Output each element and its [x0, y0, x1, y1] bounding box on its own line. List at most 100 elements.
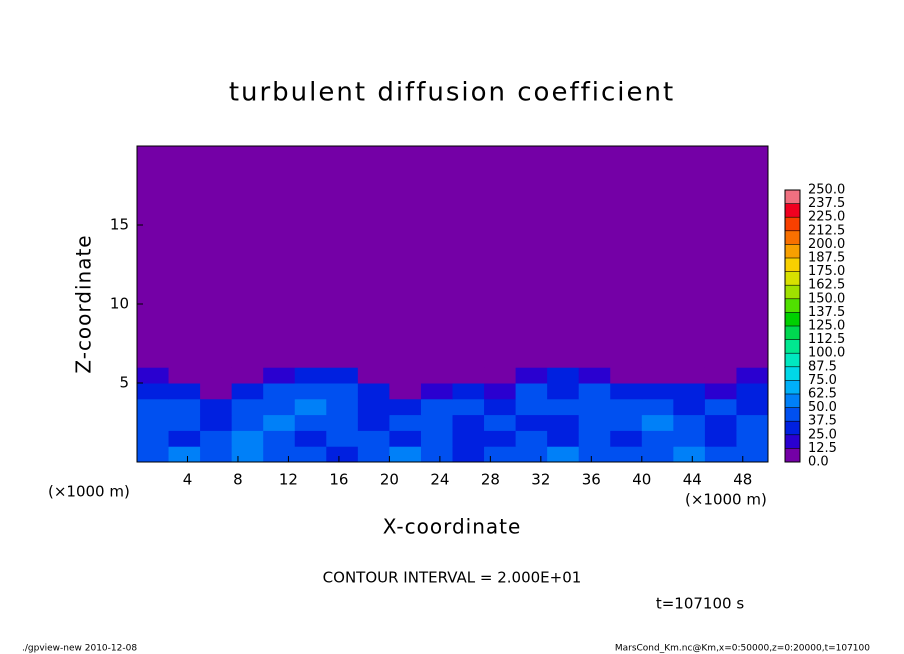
y-tick-label: 15: [110, 216, 129, 234]
colorbar-bin: [785, 190, 800, 204]
x-unit-right: (×1000 m): [685, 491, 767, 509]
cell: [389, 430, 422, 447]
cell: [704, 446, 737, 463]
cell: [168, 351, 201, 368]
cell: [200, 446, 233, 463]
cell: [515, 398, 548, 416]
cell: [200, 398, 233, 416]
cell: [641, 367, 674, 384]
cell: [704, 414, 737, 431]
cell: [168, 446, 201, 463]
cell: [704, 383, 737, 400]
cell: [420, 367, 453, 384]
x-unit: (×1000 m): [48, 483, 130, 501]
cell: [610, 414, 643, 431]
cell: [294, 351, 327, 368]
cell: [420, 383, 453, 400]
cell: [578, 351, 611, 368]
cell: [673, 430, 706, 447]
cell: [263, 414, 296, 431]
cell: [326, 146, 359, 352]
cell: [515, 367, 548, 384]
cell: [389, 367, 422, 384]
colorbar-label: 37.5: [808, 414, 837, 429]
colorbar-label: 162.5: [808, 278, 845, 293]
cell: [515, 146, 548, 352]
cell: [263, 383, 296, 400]
cell: [673, 367, 706, 384]
cell: [452, 351, 485, 368]
colorbar-label: 150.0: [808, 291, 845, 306]
chart-title: turbulent diffusion coefficient: [229, 78, 675, 108]
cell: [389, 351, 422, 368]
x-axis-label: X-coordinate: [383, 515, 522, 539]
colorbar-bin: [785, 285, 800, 299]
cell: [137, 351, 170, 368]
cell: [357, 383, 390, 400]
cell: [578, 398, 611, 416]
colorbar-bin: [785, 366, 800, 381]
cell: [326, 446, 359, 463]
cell: [231, 430, 264, 447]
x-tick-label: 24: [430, 471, 449, 489]
cell: [641, 446, 674, 463]
cell: [263, 351, 296, 368]
cell: [326, 383, 359, 400]
cell: [168, 146, 201, 352]
colorbar-bin: [785, 353, 800, 367]
cell: [294, 367, 327, 384]
cell: [420, 446, 453, 463]
cell: [263, 398, 296, 416]
cell: [610, 383, 643, 400]
cell: [736, 398, 769, 416]
cell: [610, 398, 643, 416]
cell: [263, 367, 296, 384]
cell: [515, 351, 548, 368]
cell: [263, 430, 296, 447]
cell: [452, 414, 485, 431]
cell: [294, 383, 327, 400]
cell: [389, 146, 422, 352]
cell: [673, 446, 706, 463]
cell: [641, 398, 674, 416]
cell: [420, 398, 453, 416]
colorbar-bin: [785, 326, 800, 340]
cell: [263, 146, 296, 352]
cell: [294, 430, 327, 447]
cell: [200, 146, 233, 352]
cell: [578, 446, 611, 463]
cell: [137, 430, 170, 447]
colorbar-label: 187.5: [808, 251, 845, 266]
cell: [168, 414, 201, 431]
cell: [547, 430, 580, 447]
cell: [452, 446, 485, 463]
cell: [578, 414, 611, 431]
cell: [736, 446, 769, 463]
cell: [137, 446, 170, 463]
cell: [420, 414, 453, 431]
x-tick-label: 12: [279, 471, 298, 489]
cell: [673, 383, 706, 400]
cell: [294, 146, 327, 352]
colorbar-label: 12.5: [808, 441, 837, 456]
cell: [704, 146, 737, 352]
cell: [168, 367, 201, 384]
cell: [610, 351, 643, 368]
cell: [137, 383, 170, 400]
cell: [452, 367, 485, 384]
cell: [673, 146, 706, 352]
cell: [736, 351, 769, 368]
cell: [484, 351, 517, 368]
cell: [420, 146, 453, 352]
cell: [326, 430, 359, 447]
cell: [673, 414, 706, 431]
cell: [389, 383, 422, 400]
cell: [200, 351, 233, 368]
cell: [168, 383, 201, 400]
cell: [452, 430, 485, 447]
cell: [484, 414, 517, 431]
x-tick-label: 32: [531, 471, 550, 489]
cell: [452, 398, 485, 416]
colorbar-label: 237.5: [808, 196, 845, 211]
